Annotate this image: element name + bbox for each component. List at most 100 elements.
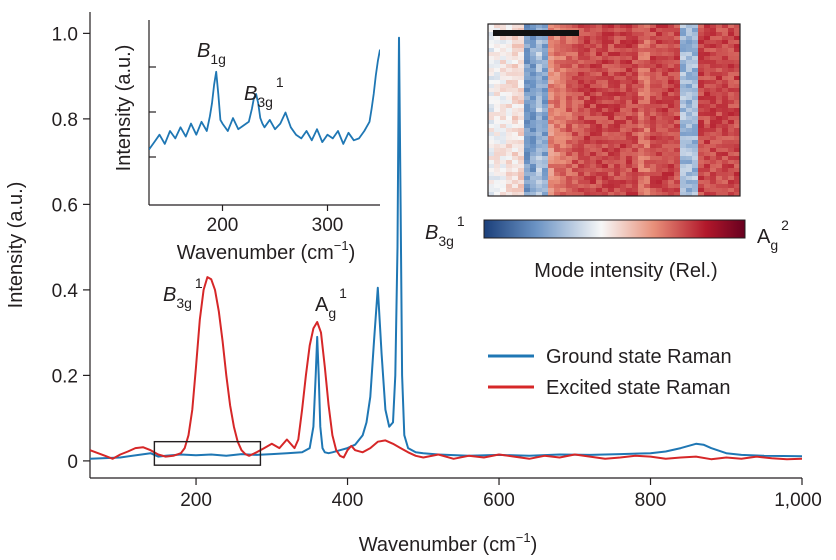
raman-map-cell: [692, 40, 699, 45]
raman-map-cell: [704, 160, 711, 165]
raman-map-cell: [602, 192, 609, 197]
raman-map-cell: [692, 136, 699, 141]
raman-map-cell: [548, 160, 555, 165]
raman-map-cell: [728, 184, 735, 189]
raman-map-cell: [518, 156, 525, 161]
raman-map-cell: [488, 36, 495, 41]
raman-map-cell: [674, 104, 681, 109]
raman-map-cell: [512, 72, 519, 77]
raman-map-cell: [602, 56, 609, 61]
raman-map-cell: [536, 160, 543, 165]
raman-map-cell: [620, 136, 627, 141]
raman-map-cell: [494, 36, 501, 41]
raman-map-cell: [668, 192, 675, 197]
raman-map-cell: [710, 164, 717, 169]
raman-map-cell: [614, 108, 621, 113]
raman-map-cell: [728, 128, 735, 133]
raman-map-cell: [596, 104, 603, 109]
raman-map-cell: [728, 32, 735, 37]
raman-map-cell: [674, 72, 681, 77]
colorbar-left-label-main: B: [425, 222, 438, 244]
raman-map-cell: [608, 72, 615, 77]
raman-map-cell: [620, 92, 627, 97]
raman-map-cell: [674, 76, 681, 81]
raman-map-cell: [650, 84, 657, 89]
raman-map-cell: [626, 188, 633, 193]
raman-map-cell: [584, 64, 591, 69]
raman-map-cell: [608, 172, 615, 177]
raman-map-cell: [542, 188, 549, 193]
raman-map-cell: [722, 124, 729, 129]
raman-map-cell: [716, 180, 723, 185]
raman-map-cell: [626, 128, 633, 133]
raman-map-cell: [674, 52, 681, 57]
raman-map-cell: [518, 52, 525, 57]
raman-map-cell: [566, 148, 573, 153]
raman-map-cell: [530, 40, 537, 45]
raman-map-cell: [554, 192, 561, 197]
raman-map-cell: [692, 188, 699, 193]
raman-map-cell: [488, 24, 495, 29]
raman-map-cell: [692, 176, 699, 181]
raman-map-cell: [530, 72, 537, 77]
raman-map-cell: [686, 168, 693, 173]
raman-map-cell: [542, 148, 549, 153]
raman-map-cell: [722, 116, 729, 121]
raman-map-cell: [722, 72, 729, 77]
raman-map-cell: [542, 136, 549, 141]
raman-map-cell: [710, 124, 717, 129]
raman-map-cell: [608, 68, 615, 73]
main-x-tick-label: 1,000: [774, 490, 822, 511]
raman-map-cell: [506, 156, 513, 161]
main-x-axis-title-text: Wavenumber (cm: [359, 534, 516, 556]
raman-map-cell: [698, 184, 705, 189]
raman-map-cell: [584, 72, 591, 77]
raman-map-cell: [692, 128, 699, 133]
raman-map-cell: [680, 100, 687, 105]
raman-map-cell: [644, 24, 651, 29]
raman-map-cell: [620, 164, 627, 169]
raman-map-cell: [734, 48, 741, 53]
raman-map-cell: [686, 100, 693, 105]
raman-map-cell: [542, 108, 549, 113]
raman-map-cell: [698, 92, 705, 97]
raman-map-cell: [614, 168, 621, 173]
raman-map-cell: [698, 76, 705, 81]
raman-map-cell: [542, 124, 549, 129]
raman-map-cell: [716, 92, 723, 97]
raman-map-cell: [626, 168, 633, 173]
raman-map-cell: [716, 48, 723, 53]
raman-map-cell: [716, 88, 723, 93]
raman-map-cell: [614, 172, 621, 177]
raman-map-cell: [590, 32, 597, 37]
raman-map-cell: [500, 152, 507, 157]
raman-map-cell: [716, 140, 723, 145]
raman-map-cell: [578, 60, 585, 65]
raman-map-cell: [554, 132, 561, 137]
raman-map-cell: [698, 84, 705, 89]
raman-map-cell: [620, 72, 627, 77]
raman-map-cell: [728, 136, 735, 141]
raman-map-cell: [668, 32, 675, 37]
raman-map-cell: [566, 156, 573, 161]
raman-map-cell: [662, 56, 669, 61]
raman-map-cell: [692, 104, 699, 109]
raman-map-cell: [620, 140, 627, 145]
raman-map-cell: [704, 36, 711, 41]
raman-map-cell: [602, 60, 609, 65]
raman-map-cell: [608, 124, 615, 129]
raman-map-cell: [704, 76, 711, 81]
raman-map-cell: [650, 152, 657, 157]
raman-map-cell: [530, 64, 537, 69]
raman-map-cell: [554, 56, 561, 61]
raman-map-cell: [722, 136, 729, 141]
raman-map-cell: [620, 116, 627, 121]
raman-map-cell: [698, 156, 705, 161]
raman-map-cell: [728, 96, 735, 101]
raman-map-cell: [734, 32, 741, 37]
raman-map-cell: [716, 144, 723, 149]
raman-map-cell: [590, 172, 597, 177]
ag1-peak-label-main: A: [315, 294, 329, 316]
raman-map-cell: [704, 72, 711, 77]
raman-map-cell: [620, 68, 627, 73]
